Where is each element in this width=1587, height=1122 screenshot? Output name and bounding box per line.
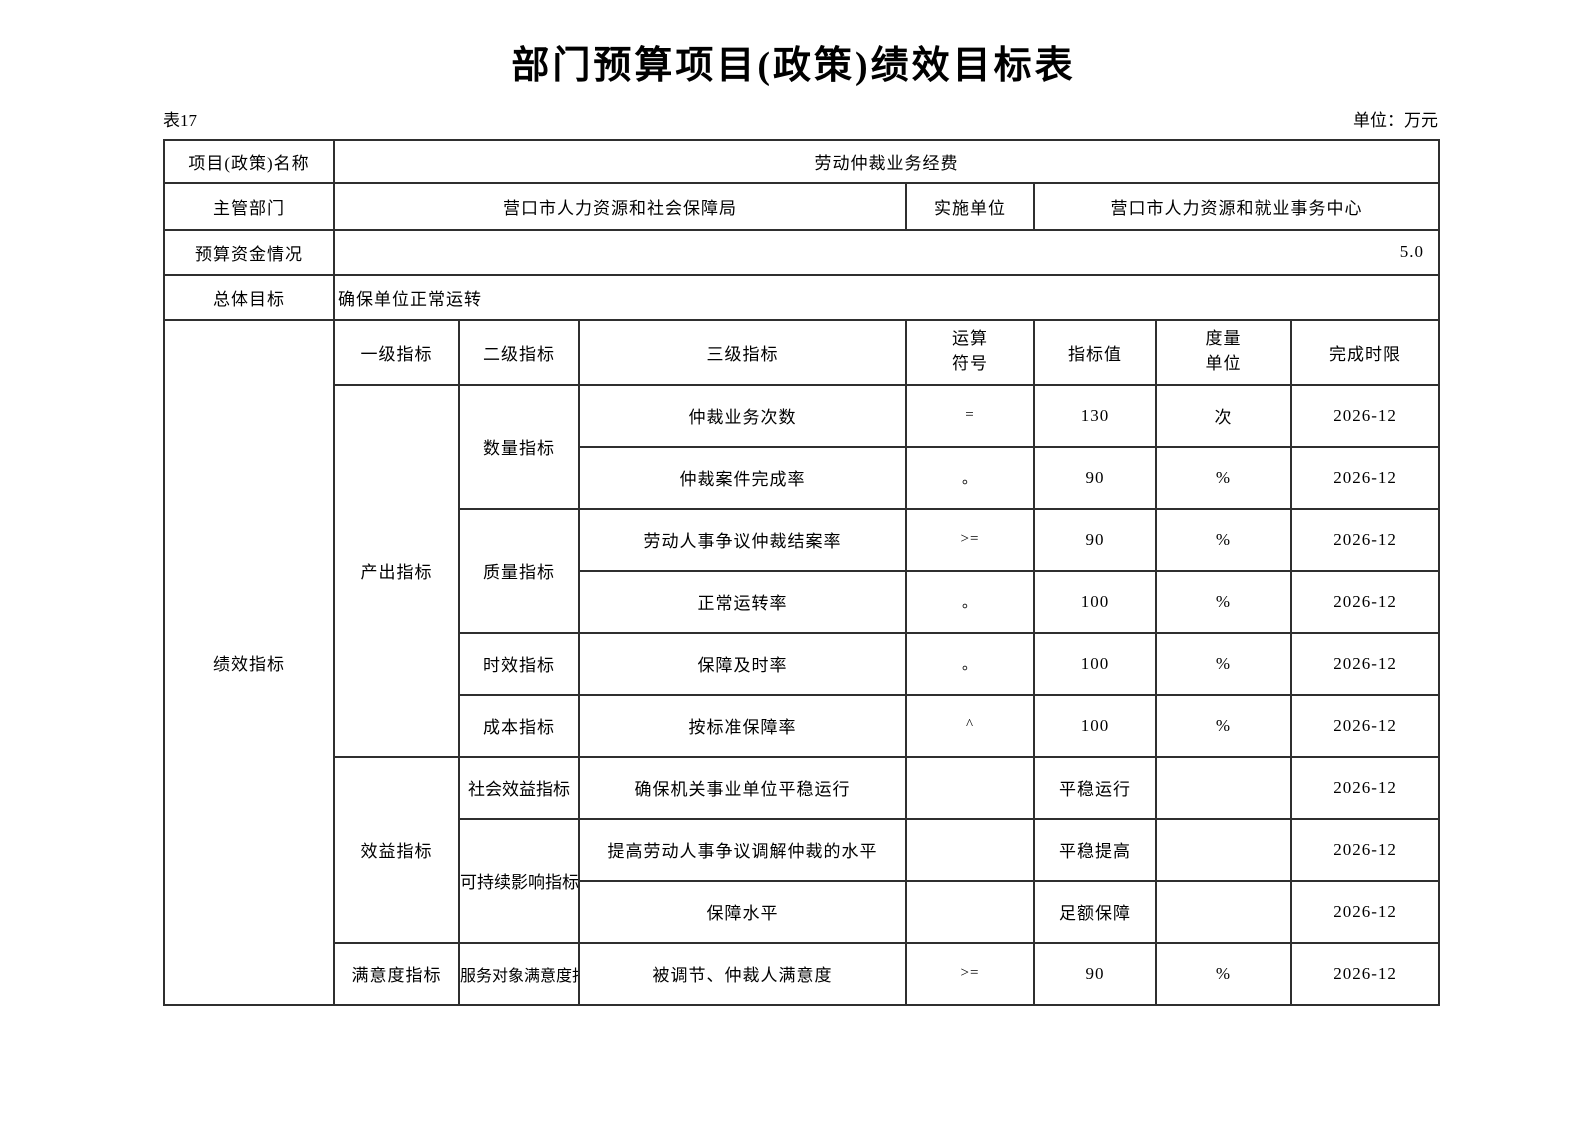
value-cell: 100 xyxy=(1033,569,1157,634)
header-operator: 运算 符号 xyxy=(905,318,1035,386)
value-cell: 90 xyxy=(1033,445,1157,510)
value-cell: 平稳运行 xyxy=(1033,755,1157,820)
level2-social-benefit-cell: 社会效益指标 xyxy=(458,755,580,820)
indicator-name-cell: 按标准保障率 xyxy=(578,693,907,758)
deadline-cell: 2026-12 xyxy=(1289,817,1441,882)
value-cell: 平稳提高 xyxy=(1033,817,1157,882)
indicator-name-cell: 仲裁案件完成率 xyxy=(578,445,907,510)
unit-cell: % xyxy=(1155,569,1292,634)
header-level1: 一级指标 xyxy=(333,318,460,386)
value-cell: 100 xyxy=(1033,693,1157,758)
indicator-name-cell: 被调节、仲裁人满意度 xyxy=(578,941,907,1006)
unit-cell: % xyxy=(1155,941,1292,1006)
indicator-name-cell: 仲裁业务次数 xyxy=(578,383,907,448)
unit-note: 单位：万元 xyxy=(1353,110,1438,130)
table-number: 表17 xyxy=(163,110,197,130)
deadline-cell: 2026-12 xyxy=(1289,631,1441,696)
indicator-row: 效益指标 社会效益指标 确保机关事业单位平稳运行 平稳运行 2026-12 xyxy=(164,755,1441,944)
indicator-row: 保障水平 足额保障 2026-12 xyxy=(164,879,1441,944)
operator-cell: 。 xyxy=(905,569,1035,634)
value-cell: 90 xyxy=(1033,941,1157,1006)
deadline-cell: 2026-12 xyxy=(1289,755,1441,820)
level2-service-satisfaction-cell: 服务对象满意度指标 xyxy=(458,941,580,1006)
level1-benefit-cell: 效益指标 xyxy=(333,755,460,944)
level1-satisfaction-cell: 满意度指标 xyxy=(333,941,460,1006)
indicator-row: 成本指标 按标准保障率 ^ 100 % 2026-12 xyxy=(164,693,1441,758)
indicator-name-cell: 提高劳动人事争议调解仲裁的水平 xyxy=(578,817,907,882)
header-deadline: 完成时限 xyxy=(1289,318,1441,386)
unit-cell: % xyxy=(1155,507,1292,572)
indicator-row: 可持续影响指标 提高劳动人事争议调解仲裁的水平 平稳提高 2026-12 xyxy=(164,817,1441,944)
header-unit: 度量 单位 xyxy=(1155,318,1292,386)
indicator-row: 仲裁案件完成率 。 90 % 2026-12 xyxy=(164,445,1441,510)
indicator-row: 产出指标 数量指标 仲裁业务次数 = 130 次 2026-12 xyxy=(164,383,1441,758)
budget-funds-value: 5.0 xyxy=(332,228,1441,276)
unit-cell: % xyxy=(1155,445,1292,510)
operator-cell: 。 xyxy=(905,445,1035,510)
page-title: 部门预算项目(政策)绩效目标表 xyxy=(511,45,1076,87)
deadline-cell: 2026-12 xyxy=(1289,507,1441,572)
operator-cell: = xyxy=(905,383,1035,448)
budget-performance-table: 项目(政策)名称 劳动仲裁业务经费 主管部门 营口市人力资源和社会保障局 实施单… xyxy=(163,138,1441,1006)
indicator-name-cell: 确保机关事业单位平稳运行 xyxy=(578,755,907,820)
operator-cell: ^ xyxy=(905,693,1035,758)
operator-cell: >= xyxy=(905,941,1035,1006)
level1-output-cell: 产出指标 xyxy=(333,383,460,758)
impl-unit-value: 营口市人力资源和就业事务中心 xyxy=(1032,181,1441,231)
indicator-header-row: 绩效指标 一级指标 二级指标 三级指标 运算 符号 指标值 度量 单位 完成时限 xyxy=(163,318,1441,1006)
budget-funds-label: 预算资金情况 xyxy=(163,228,335,276)
unit-cell: % xyxy=(1155,693,1292,758)
deadline-cell: 2026-12 xyxy=(1289,941,1441,1006)
operator-cell: >= xyxy=(905,507,1035,572)
value-cell: 100 xyxy=(1033,631,1157,696)
level2-quantity-cell: 数量指标 xyxy=(458,383,580,510)
unit-cell xyxy=(1155,817,1292,882)
value-cell: 90 xyxy=(1033,507,1157,572)
indicator-row: 满意度指标 服务对象满意度指标 被调节、仲裁人满意度 >= 90 % 2026-… xyxy=(164,941,1441,1006)
indicator-row: 质量指标 劳动人事争议仲裁结案率 >= 90 % 2026-12 xyxy=(164,507,1441,634)
indicator-name-cell: 保障水平 xyxy=(578,879,907,944)
dept-value: 营口市人力资源和社会保障局 xyxy=(333,181,907,231)
impl-unit-label: 实施单位 xyxy=(905,181,1035,231)
indicator-name-cell: 劳动人事争议仲裁结案率 xyxy=(578,507,907,572)
project-name-row: 项目(政策)名称 劳动仲裁业务经费 xyxy=(163,138,1441,184)
level2-service-satisfaction-label: 服务对象满意度指标 xyxy=(460,967,577,985)
unit-cell: % xyxy=(1155,631,1292,696)
value-cell: 足额保障 xyxy=(1033,879,1157,944)
indicator-row: 正常运转率 。 100 % 2026-12 xyxy=(164,569,1441,634)
operator-cell xyxy=(905,755,1035,820)
value-cell: 130 xyxy=(1033,383,1157,448)
department-row: 主管部门 营口市人力资源和社会保障局 实施单位 营口市人力资源和就业事务中心 xyxy=(163,181,1441,231)
deadline-cell: 2026-12 xyxy=(1289,569,1441,634)
level2-timeliness-cell: 时效指标 xyxy=(458,631,580,696)
level2-quality-cell: 质量指标 xyxy=(458,507,580,634)
deadline-cell: 2026-12 xyxy=(1289,879,1441,944)
operator-cell xyxy=(905,879,1035,944)
indicator-name-cell: 正常运转率 xyxy=(578,569,907,634)
header-level3: 三级指标 xyxy=(578,318,907,386)
indicator-name-cell: 保障及时率 xyxy=(578,631,907,696)
header-value: 指标值 xyxy=(1033,318,1157,386)
indicator-row: 时效指标 保障及时率 。 100 % 2026-12 xyxy=(164,631,1441,696)
operator-cell: 。 xyxy=(905,631,1035,696)
level2-cost-cell: 成本指标 xyxy=(458,693,580,758)
unit-cell: 次 xyxy=(1155,383,1292,448)
dept-label: 主管部门 xyxy=(163,181,335,231)
deadline-cell: 2026-12 xyxy=(1289,383,1441,448)
overall-goal-row: 总体目标 确保单位正常运转 xyxy=(163,273,1441,321)
project-name-value: 劳动仲裁业务经费 xyxy=(332,138,1441,184)
budget-funds-row: 预算资金情况 5.0 xyxy=(163,228,1441,276)
performance-section-label: 绩效指标 xyxy=(163,318,335,1006)
table-meta-row: 表17 单位：万元 xyxy=(163,106,1438,131)
unit-cell xyxy=(1155,879,1292,944)
project-name-label: 项目(政策)名称 xyxy=(163,138,335,184)
header-level2: 二级指标 xyxy=(458,318,580,386)
deadline-cell: 2026-12 xyxy=(1289,445,1441,510)
operator-cell xyxy=(905,817,1035,882)
deadline-cell: 2026-12 xyxy=(1289,693,1441,758)
overall-goal-label: 总体目标 xyxy=(163,273,335,321)
unit-cell xyxy=(1155,755,1292,820)
overall-goal-value: 确保单位正常运转 xyxy=(332,273,1441,321)
level2-sustainability-cell: 可持续影响指标 xyxy=(458,817,580,944)
